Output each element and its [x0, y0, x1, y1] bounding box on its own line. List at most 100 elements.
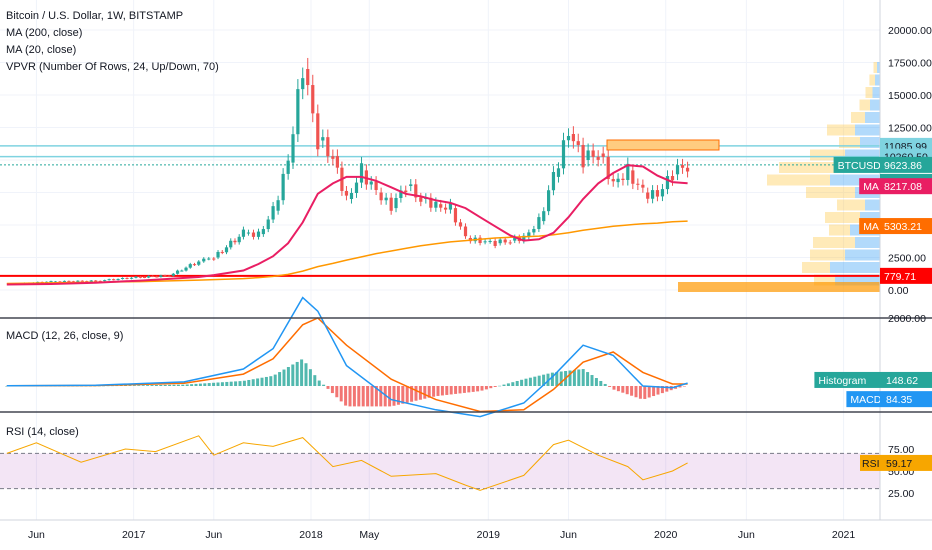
- macd-pane: [5, 296, 688, 418]
- vpvr-bar-up: [872, 87, 880, 98]
- candle-body: [453, 208, 458, 223]
- candle-body: [556, 168, 561, 177]
- macd-histogram-bar: [176, 384, 180, 386]
- macd-histogram-bar: [577, 369, 581, 386]
- candle-body: [409, 184, 413, 186]
- macd-legend[interactable]: MACD (12, 26, close, 9): [6, 330, 124, 342]
- macd-histogram-bar: [634, 386, 638, 398]
- ma200-line: [6, 220, 688, 285]
- macd-histogram-bar: [357, 386, 361, 407]
- candle-body: [621, 178, 625, 180]
- macd-histogram-bar: [550, 372, 554, 386]
- vpvr-bar-down: [827, 124, 855, 136]
- macd-histogram-bar: [656, 386, 660, 395]
- price-tag-box: [880, 267, 932, 284]
- macd-histogram-bar: [449, 386, 453, 395]
- candle-body: [508, 242, 512, 244]
- candle-body: [76, 280, 80, 282]
- macd-histogram-bar: [137, 385, 141, 386]
- price-tag-value: 9623.86: [884, 160, 922, 172]
- ma20-legend[interactable]: MA (20, close): [6, 44, 77, 56]
- candle-body: [606, 156, 610, 180]
- candle-body: [233, 240, 237, 243]
- symbol-title[interactable]: Bitcoin / U.S. Dollar, 1W, BITSTAMP: [6, 10, 184, 22]
- time-tick-label: 2019: [477, 529, 501, 541]
- macd-tag-label-box: [814, 371, 880, 388]
- macd-tag-value: 84.35: [886, 394, 912, 406]
- price-tag-box: [880, 218, 932, 235]
- rsi-legend[interactable]: RSI (14, close): [6, 426, 79, 438]
- candle-body: [229, 240, 233, 248]
- candle-body: [384, 197, 388, 201]
- macd-histogram-bar: [625, 386, 629, 395]
- macd-histogram-bar: [146, 385, 150, 386]
- macd-tag-box: [880, 371, 932, 388]
- resistance-zone: [606, 139, 720, 151]
- vpvr-bar-up: [830, 174, 880, 186]
- macd-histogram-bar: [612, 386, 616, 390]
- macd-histogram-bar: [335, 386, 339, 398]
- candle-body: [286, 160, 290, 174]
- macd-histogram-bar: [330, 386, 334, 394]
- macd-histogram-bar: [317, 380, 321, 386]
- macd-histogram-bar: [458, 386, 462, 394]
- candle-body: [439, 204, 443, 208]
- macd-histogram-bar: [427, 386, 431, 398]
- macd-histogram-bar: [559, 371, 563, 386]
- candle-body: [478, 237, 482, 244]
- vpvr-bar-up: [860, 137, 880, 148]
- vpvr-bar-up: [865, 112, 880, 123]
- candle-body: [349, 193, 354, 199]
- macd-tag-label: MACD: [850, 394, 881, 406]
- candle-body: [626, 163, 630, 180]
- candle-body: [488, 240, 492, 242]
- macd-histogram-bar: [586, 372, 590, 386]
- macd-histogram-bar: [326, 386, 330, 389]
- time-tick-label: 2021: [832, 529, 856, 541]
- candle-body: [379, 192, 383, 201]
- vpvr-bar-down: [779, 162, 835, 173]
- macd-histogram-bar: [115, 385, 119, 387]
- vpvr-bar-up: [845, 249, 880, 261]
- macd-histogram-bar: [163, 384, 167, 386]
- macd-histogram-bar: [256, 378, 260, 386]
- macd-histogram-bar: [476, 386, 480, 392]
- macd-histogram-bar: [432, 386, 436, 397]
- candle-body: [561, 140, 566, 169]
- macd-histogram-bar: [533, 376, 537, 386]
- candle-body: [129, 277, 134, 279]
- macd-histogram-bar: [159, 384, 163, 386]
- macd-histogram-bar: [528, 377, 532, 386]
- candle-body: [107, 279, 111, 281]
- macd-histogram-bar: [291, 364, 295, 386]
- candle-body: [571, 134, 575, 142]
- candle-body: [586, 150, 590, 160]
- macd-histogram-bar: [647, 386, 651, 398]
- price-tag-box: [880, 156, 932, 173]
- macd-histogram-bar: [181, 384, 185, 386]
- vpvr-value-area: [678, 282, 880, 292]
- macd-histogram-bar: [212, 382, 216, 386]
- macd-histogram-bar: [220, 382, 224, 386]
- vpvr-legend[interactable]: VPVR (Number Of Rows, 24, Up/Down, 70): [6, 61, 219, 73]
- candle-body: [448, 203, 453, 210]
- price-tick-label: 0.00: [888, 285, 909, 297]
- ma200-legend[interactable]: MA (200, close): [6, 27, 83, 39]
- macd-histogram-bar: [119, 385, 123, 386]
- candle-body: [591, 150, 595, 157]
- macd-histogram-bar: [410, 386, 414, 402]
- vpvr-bar-down: [802, 262, 830, 273]
- macd-histogram-bar: [278, 372, 282, 386]
- candle-body: [513, 237, 517, 241]
- macd-histogram-bar: [471, 386, 475, 392]
- time-tick-label: Jun: [560, 529, 577, 541]
- candle-body: [680, 165, 685, 168]
- price-candles: [9, 57, 690, 285]
- vpvr-bar-down: [806, 187, 855, 198]
- candle-body: [212, 258, 216, 260]
- candle-body: [58, 281, 62, 283]
- price-tag-box: [880, 178, 932, 195]
- macd-histogram-bar: [608, 386, 612, 387]
